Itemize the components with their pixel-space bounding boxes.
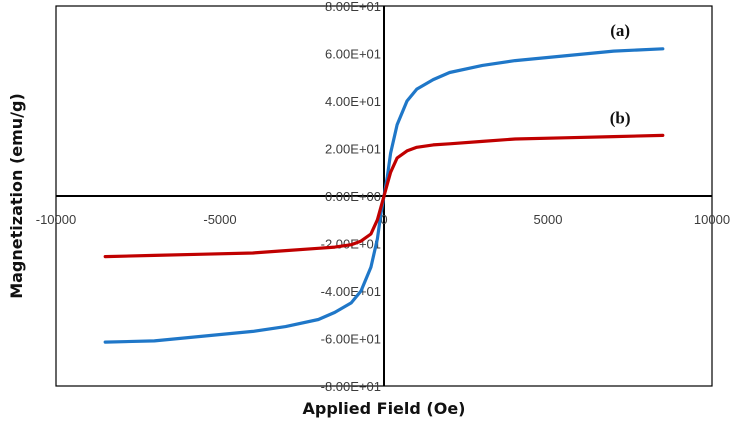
y-axis-title: Magnetization (emu/g) xyxy=(7,93,26,299)
series-layer xyxy=(103,47,665,344)
series-annotation: (b) xyxy=(610,109,631,128)
annotations: (a) (b) xyxy=(610,21,631,128)
x-tick-label: -5000 xyxy=(203,212,236,227)
x-tick-label: 5000 xyxy=(534,212,563,227)
series-line-b xyxy=(103,133,665,259)
x-tick-labels: -10000 -5000 0 5000 10000 xyxy=(36,212,730,227)
y-tick-label: -4.00E+01 xyxy=(321,284,381,299)
y-tick-label: 4.00E+01 xyxy=(325,94,381,109)
y-tick-label: 6.00E+01 xyxy=(325,47,381,62)
x-tick-label: 10000 xyxy=(694,212,730,227)
x-tick-label: 0 xyxy=(380,212,387,227)
y-tick-label: -6.00E+01 xyxy=(321,332,381,347)
series-annotation: (a) xyxy=(610,21,630,40)
x-axis-title: Applied Field (Oe) xyxy=(303,399,466,418)
y-tick-label: 0.00E+00 xyxy=(325,189,381,204)
x-tick-label: -10000 xyxy=(36,212,76,227)
y-tick-label: -8.00E+01 xyxy=(321,379,381,394)
y-tick-labels: 8.00E+01 6.00E+01 4.00E+01 2.00E+01 0.00E+00… xyxy=(321,0,381,394)
y-tick-label: 8.00E+01 xyxy=(325,0,381,14)
y-tick-label: 2.00E+01 xyxy=(325,142,381,157)
